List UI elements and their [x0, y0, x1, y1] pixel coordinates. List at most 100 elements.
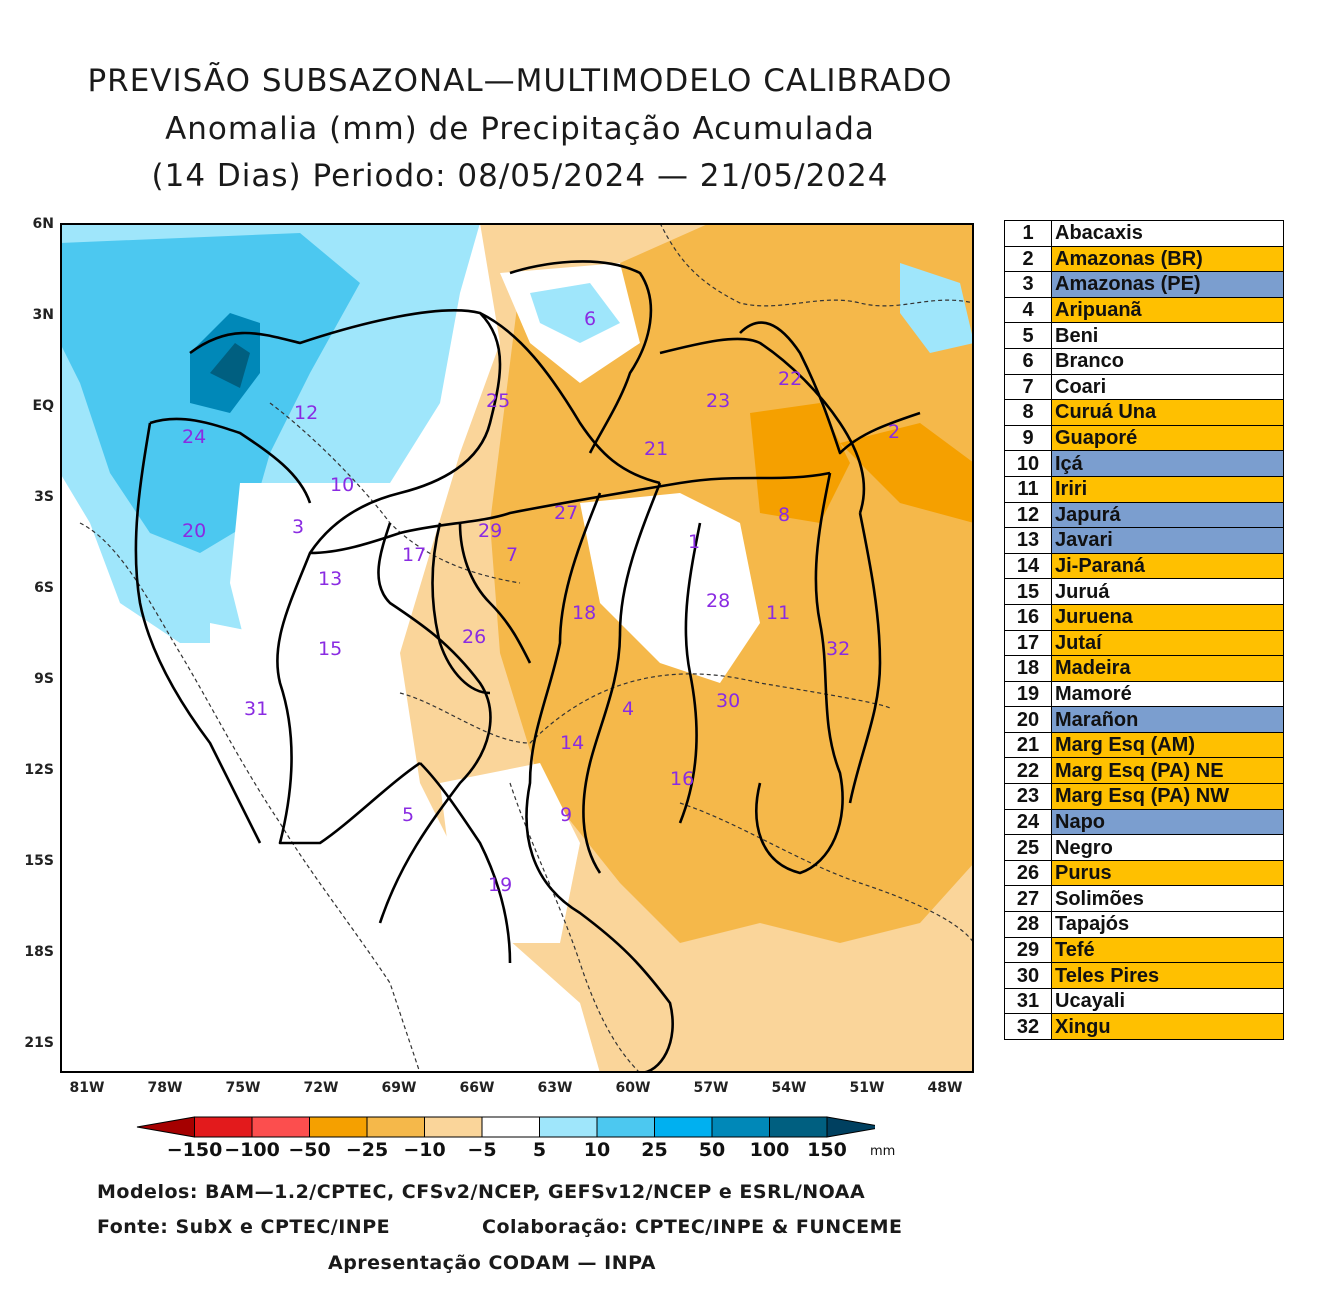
lat-label: 9S [34, 671, 54, 687]
legend-basin-name: Xingu [1051, 1013, 1284, 1040]
basin-label-9: 9 [560, 804, 572, 826]
legend-row: 16 Juruena [1004, 603, 1284, 631]
legend-number: 4 [1004, 296, 1052, 324]
legend-number: 30 [1004, 962, 1052, 989]
basin-outline [134, 422, 262, 844]
legend-row: 29 Tefé [1004, 936, 1284, 964]
legend-row: 6 Branco [1004, 347, 1284, 375]
basin-legend-table: 1 Abacaxis 2 Amazonas (BR) 3 Amazonas (PE) 4 Ar… [1004, 220, 1284, 1040]
basin-label-30: 30 [716, 690, 740, 712]
colorbar-cell [424, 1116, 483, 1138]
neutral-region [230, 483, 410, 683]
legend-basin-name: Aripuanã [1051, 296, 1284, 324]
lon-label: 51W [849, 1080, 885, 1096]
legend-number: 18 [1004, 655, 1052, 682]
legend-row: 15 Juruá [1004, 578, 1284, 605]
basin-label-16: 16 [670, 768, 694, 790]
legend-basin-name: Marañon [1051, 706, 1284, 733]
legend-basin-name: Marg Esq (AM) [1051, 731, 1284, 759]
country-border [399, 673, 891, 744]
legend-row: 8 Curuá Una [1004, 399, 1284, 426]
legend-basin-name: Curuá Una [1051, 399, 1284, 426]
legend-row: 17 Jutaí [1004, 629, 1284, 657]
lon-label: 78W [147, 1080, 183, 1096]
lat-label: 12S [24, 762, 54, 778]
basin-label-21: 21 [644, 438, 668, 460]
legend-row: 23 Marg Esq (PA) NW [1004, 783, 1284, 810]
basin-outline [431, 522, 491, 695]
legend-row: 7 Coari [1004, 373, 1284, 401]
legend-basin-name: Javari [1051, 527, 1284, 554]
legend-number: 28 [1004, 911, 1052, 938]
colorbar-cell [539, 1116, 598, 1138]
neutral-region [440, 763, 580, 943]
legend-basin-name: Teles Pires [1051, 962, 1284, 989]
basin-outline [458, 522, 532, 664]
legend-row: 5 Beni [1004, 322, 1284, 349]
basin-label-3: 3 [292, 516, 304, 538]
legend-basin-name: Abacaxis [1051, 220, 1284, 247]
legend-number: 23 [1004, 783, 1052, 810]
colorbar-cell [654, 1116, 713, 1138]
lon-label: 57W [693, 1080, 729, 1096]
legend-basin-name: Jutaí [1051, 629, 1284, 657]
legend-number: 5 [1004, 322, 1052, 349]
precipitation-anomaly-map: 1 2 3 4 5 6 7 8 9 10 11 12 13 14 15 16 1… [60, 223, 974, 1073]
colorbar-label: 150 [807, 1139, 847, 1161]
legend-basin-name: Madeira [1051, 655, 1284, 682]
basin-label-20: 20 [182, 520, 206, 542]
legend-basin-name: Ji-Paraná [1051, 552, 1284, 580]
footer-models: Modelos: BAM—1.2/CPTEC, CFSv2/NCEP, GEFS… [97, 1181, 866, 1203]
legend-row: 21 Marg Esq (AM) [1004, 731, 1284, 759]
legend-basin-name: Amazonas (BR) [1051, 245, 1284, 273]
country-border [679, 802, 974, 944]
footer-source: Fonte: SubX e CPTEC/INPE [97, 1216, 391, 1238]
legend-row: 31 Ucayali [1004, 987, 1284, 1015]
legend-row: 10 Içá [1004, 450, 1284, 477]
basin-label-10: 10 [330, 474, 354, 496]
basin-label-13: 13 [318, 568, 342, 590]
legend-number: 16 [1004, 603, 1052, 631]
legend-basin-name: Juruá [1051, 578, 1284, 605]
legend-row: 3 Amazonas (PE) [1004, 271, 1284, 298]
basin-label-28: 28 [706, 590, 730, 612]
neutral-region [580, 493, 760, 683]
title-line-2: Anomalia (mm) de Precipitação Acumulada [165, 111, 875, 147]
basin-label-27: 27 [554, 502, 578, 524]
colorbar-label: −150 [166, 1139, 223, 1161]
basin-label-25: 25 [486, 390, 510, 412]
basin-label-18: 18 [572, 602, 596, 624]
lon-label: 48W [927, 1080, 963, 1096]
legend-row: 26 Purus [1004, 859, 1284, 887]
legend-row: 25 Negro [1004, 834, 1284, 861]
basin-label-6: 6 [584, 308, 596, 330]
footer-presentation: Apresentação CODAM — INPA [328, 1252, 657, 1274]
colorbar [136, 1116, 875, 1138]
legend-basin-name: Ucayali [1051, 987, 1284, 1015]
basin-label-17: 17 [402, 544, 426, 566]
legend-number: 6 [1004, 347, 1052, 375]
basin-outline [525, 492, 674, 1073]
legend-row: 32 Xingu [1004, 1013, 1284, 1040]
legend-number: 32 [1004, 1013, 1052, 1040]
colorbar-cell [136, 1116, 195, 1138]
lat-label: 3N [32, 307, 54, 323]
legend-basin-name: Marg Esq (PA) NW [1051, 783, 1284, 810]
legend-row: 14 Ji-Paraná [1004, 552, 1284, 580]
legend-row: 18 Madeira [1004, 655, 1284, 682]
basin-outline [659, 337, 866, 514]
wet-anomaly-small [530, 283, 620, 343]
lat-label: EQ [32, 398, 54, 414]
basin-label-32: 32 [826, 638, 850, 660]
basin-label-19: 19 [488, 874, 512, 896]
colorbar-label: 10 [583, 1139, 611, 1161]
legend-basin-name: Guaporé [1051, 424, 1284, 452]
basin-label-15: 15 [318, 638, 342, 660]
basin-label-11: 11 [766, 602, 790, 624]
legend-number: 29 [1004, 936, 1052, 964]
basin-outline [509, 260, 653, 454]
colorbar-cell [769, 1116, 828, 1138]
footer-collab: Colaboração: CPTEC/INPE & FUNCEME [482, 1216, 903, 1238]
colorbar-cell [251, 1116, 310, 1138]
legend-number: 17 [1004, 629, 1052, 657]
